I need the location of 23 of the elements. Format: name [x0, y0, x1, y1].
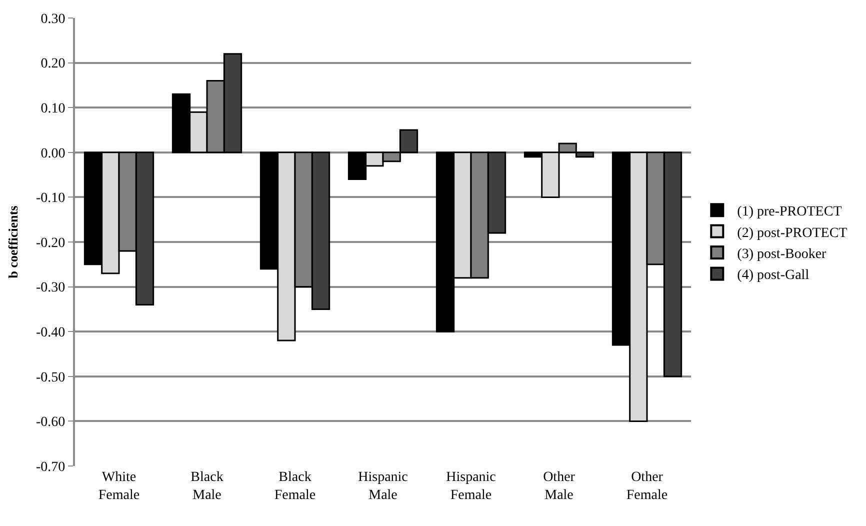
legend-label: (1) pre-PROTECT [737, 204, 842, 220]
legend-label: (3) post-Booker [737, 246, 827, 262]
y-tick-label: -0.20 [36, 236, 66, 251]
y-tick-label: 0.20 [40, 56, 66, 72]
x-tick-label: Black Male [190, 470, 224, 504]
x-tick-label: Hispanic Female [446, 470, 496, 504]
x-tick-label: Black Female [274, 470, 316, 504]
y-tick-label: 0.00 [40, 146, 66, 162]
legend-label: (4) post-Gall [737, 268, 810, 284]
x-tick-label: Hispanic Male [358, 470, 408, 504]
legend-label: (2) post-PROTECT [737, 226, 848, 241]
x-tick-label: White Female [98, 470, 140, 504]
y-tick-label: -0.40 [36, 326, 66, 340]
y-tick-label: -0.10 [36, 191, 66, 206]
y-tick-label: -0.60 [36, 415, 66, 430]
y-tick-label: -0.50 [36, 370, 66, 386]
y-tick-label: -0.70 [36, 460, 66, 475]
x-tick-label: Other Female [626, 470, 668, 504]
x-tick-label: Other Male [543, 470, 576, 504]
y-tick-label: 0.30 [40, 12, 66, 27]
y-tick-label: 0.10 [40, 102, 66, 116]
y-axis-title: b coefficients [5, 206, 20, 278]
y-tick-label: -0.30 [36, 280, 66, 296]
